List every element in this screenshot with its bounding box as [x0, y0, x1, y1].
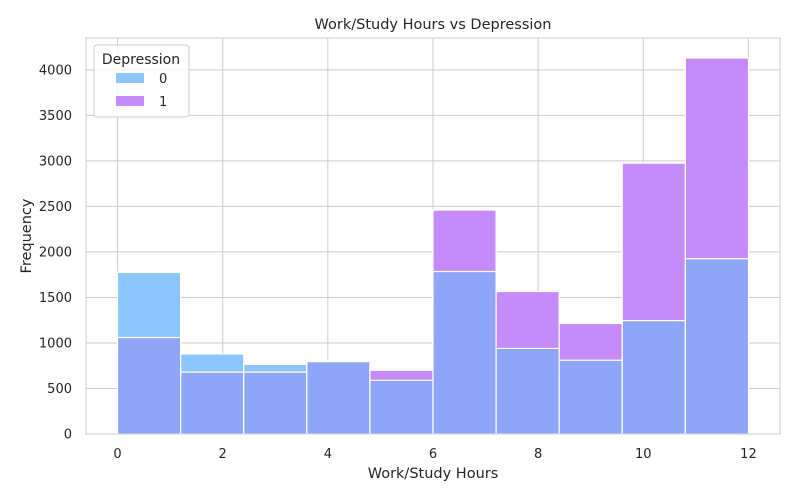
y-tick-label-2: 1000 [39, 336, 72, 351]
bar-top-9 [685, 58, 749, 259]
bar-overlap-6 [496, 348, 560, 434]
bar-overlap-2 [243, 372, 307, 434]
x-tick-label-5: 10 [635, 447, 652, 462]
bar-top-0 [117, 272, 181, 338]
y-tick-label-4: 2000 [39, 245, 72, 260]
chart-title: Work/Study Hours vs Depression [315, 17, 552, 33]
tick-labels: 0 2 4 6 8 10 120500100015002000250030003500400… [39, 63, 757, 462]
y-tick-label-7: 3500 [39, 109, 72, 124]
y-tick-label-3: 1500 [39, 291, 72, 306]
x-tick-label-3: 6 [429, 447, 437, 462]
y-tick-label-1: 500 [47, 382, 72, 397]
bars [116, 57, 750, 435]
x-axis-title: Work/Study Hours [368, 466, 499, 482]
bar-top-4 [369, 370, 433, 381]
bar-overlap-1 [180, 372, 244, 434]
x-tick-label-4: 8 [534, 447, 542, 462]
y-tick-label-5: 2500 [39, 200, 72, 215]
bar-overlap-8 [622, 320, 686, 434]
x-tick-label-6: 12 [740, 447, 757, 462]
bar-overlap-5 [433, 271, 497, 434]
legend-title: Depression [102, 52, 180, 68]
x-tick-label-1: 2 [219, 447, 227, 462]
bar-top-1 [180, 353, 244, 373]
bar-overlap-3 [306, 361, 370, 434]
bar-top-5 [433, 210, 497, 272]
y-tick-label-8: 4000 [39, 63, 72, 78]
bar-overlap-9 [685, 258, 749, 434]
y-tick-label-0: 0 [64, 428, 72, 443]
bar-top-6 [496, 291, 560, 349]
bar-overlap-0 [117, 337, 181, 434]
y-tick-label-6: 3000 [39, 154, 72, 169]
bar-overlap-4 [369, 380, 433, 434]
x-tick-label-0: 0 [113, 447, 121, 462]
plot-frame [85, 37, 781, 435]
y-axis-title: Frequency [19, 198, 35, 273]
bar-top-8 [622, 163, 686, 321]
legend-swatch-0 [116, 73, 144, 83]
bar-top-7 [559, 323, 623, 361]
bar-top-2 [243, 364, 307, 373]
legend-label-1: 1 [159, 95, 167, 110]
bar-overlap-7 [559, 360, 623, 434]
x-tick-label-2: 4 [324, 447, 332, 462]
legend-label-0: 0 [159, 72, 167, 87]
legend-swatch-1 [116, 96, 144, 106]
legend: Depression 0 1 [93, 44, 190, 118]
